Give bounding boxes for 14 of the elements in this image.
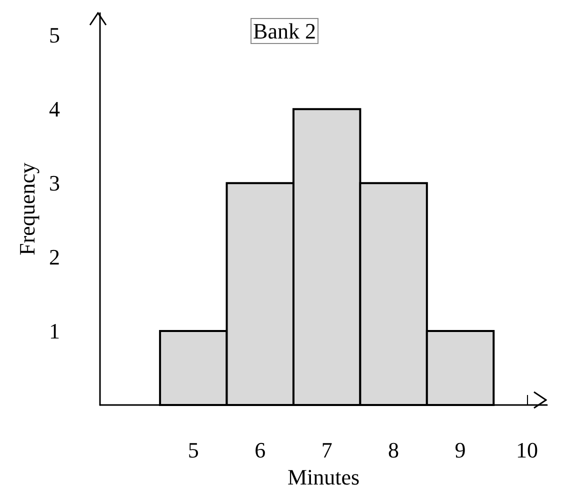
y-tick-label: 4 — [49, 96, 60, 122]
x-tick-label: 9 — [454, 438, 466, 462]
x-tick-label: 7 — [321, 438, 332, 462]
x-tick-label: 5 — [188, 438, 199, 462]
y-axis-title: Frequency — [14, 162, 40, 256]
y-tick-label: 5 — [49, 22, 60, 48]
y-tick-label: 1 — [49, 318, 60, 344]
chart-title: Bank 2 — [253, 18, 316, 44]
y-tick-label: 2 — [49, 244, 60, 270]
x-tick-label: 8 — [388, 438, 400, 462]
x-axis-title: Minutes — [287, 464, 360, 490]
x-tick-label: 10 — [516, 438, 538, 462]
y-tick-label: 3 — [49, 170, 60, 196]
x-tick-label: 6 — [254, 438, 266, 462]
